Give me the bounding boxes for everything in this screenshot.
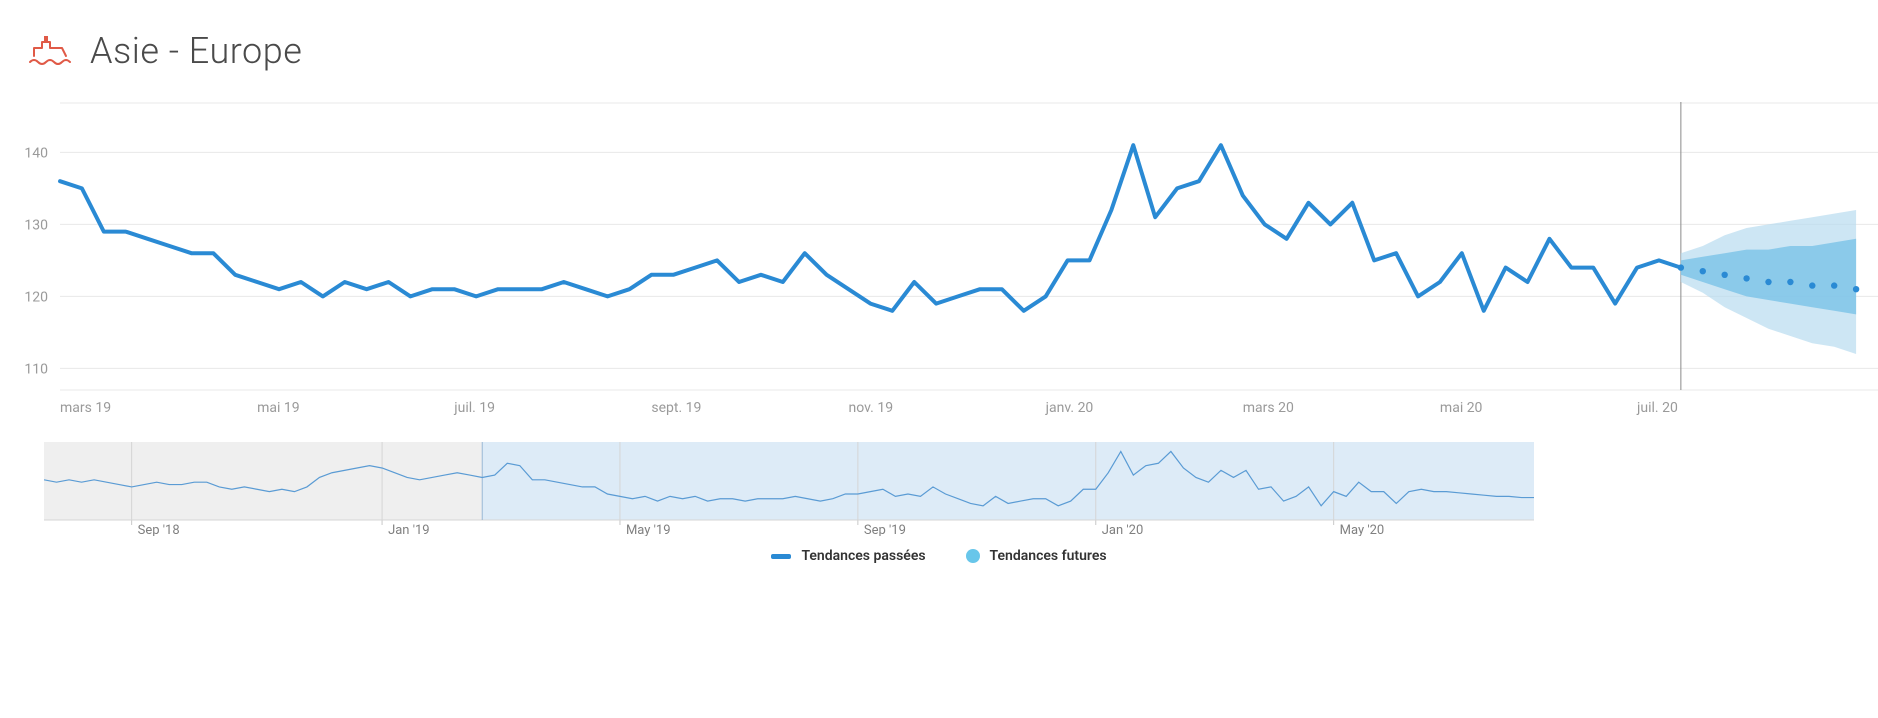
legend-swatch-future: [966, 549, 980, 563]
svg-text:140: 140: [24, 145, 48, 161]
navigator-chart[interactable]: Sep '18 Jan '19 May '19 Sep '19 Jan '20 May '…: [44, 442, 1878, 536]
svg-text:nov. 19: nov. 19: [849, 400, 894, 416]
chart-header: Asie - Europe: [28, 30, 1878, 72]
legend: Tendances passées Tendances futures: [0, 548, 1878, 564]
svg-text:Jan '19: Jan '19: [388, 523, 430, 536]
svg-text:Jan '20: Jan '20: [1102, 523, 1144, 536]
svg-text:mai 20: mai 20: [1440, 400, 1483, 416]
svg-text:May '19: May '19: [626, 523, 671, 536]
ship-icon: [28, 32, 72, 70]
legend-label-future: Tendances futures: [990, 548, 1107, 564]
svg-text:juil. 20: juil. 20: [1636, 400, 1678, 416]
svg-text:sept. 19: sept. 19: [651, 400, 701, 416]
legend-item-past: Tendances passées: [771, 548, 925, 564]
chart-title: Asie - Europe: [90, 30, 302, 72]
svg-text:Sep '19: Sep '19: [864, 523, 906, 536]
svg-text:Sep '18: Sep '18: [138, 523, 180, 536]
main-chart: 110120130140mars 19mai 19juil. 19sept. 1…: [16, 102, 1878, 402]
svg-text:juil. 19: juil. 19: [453, 400, 495, 416]
svg-text:mars 20: mars 20: [1243, 400, 1294, 416]
legend-label-past: Tendances passées: [801, 548, 925, 564]
svg-text:janv. 20: janv. 20: [1045, 400, 1094, 416]
svg-text:May '20: May '20: [1340, 523, 1385, 536]
svg-text:130: 130: [24, 217, 48, 233]
svg-text:110: 110: [24, 361, 48, 377]
legend-swatch-past: [771, 554, 791, 559]
legend-item-future: Tendances futures: [966, 548, 1107, 564]
svg-text:120: 120: [24, 289, 48, 305]
svg-text:mars 19: mars 19: [60, 400, 111, 416]
svg-text:mai 19: mai 19: [257, 400, 300, 416]
